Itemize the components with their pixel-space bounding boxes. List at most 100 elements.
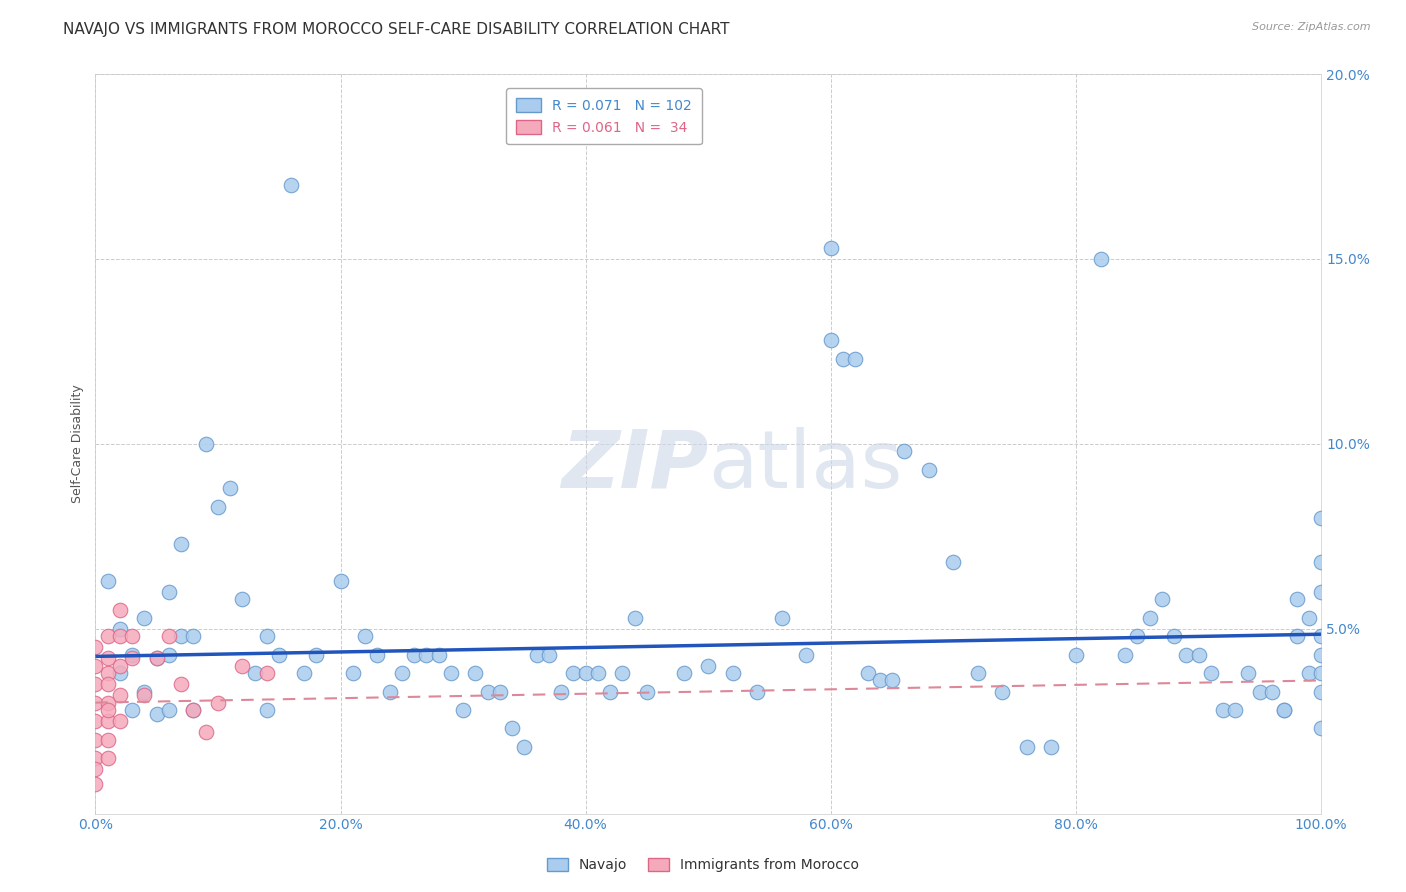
Point [599, 684, 621, 698]
Point [501, 722, 523, 736]
Point [575, 666, 598, 681]
Point [97, 629, 120, 643]
Point [84, 640, 107, 655]
Point [991, 684, 1014, 698]
Point [157, 648, 180, 662]
Point [97, 703, 120, 717]
Point [918, 463, 941, 477]
Point [97, 651, 120, 665]
Point [256, 703, 278, 717]
Point [84, 714, 107, 728]
Point [305, 648, 328, 662]
Point [1040, 739, 1063, 754]
Point [134, 688, 156, 702]
Point [856, 666, 879, 681]
Point [882, 673, 904, 688]
Point [121, 651, 143, 665]
Point [194, 725, 217, 739]
Point [427, 648, 450, 662]
Point [157, 584, 180, 599]
Point [1015, 739, 1038, 754]
Point [121, 629, 143, 643]
Point [231, 658, 253, 673]
Point [1163, 629, 1185, 643]
Point [1212, 703, 1234, 717]
Point [612, 666, 634, 681]
Point [1298, 610, 1320, 624]
Point [256, 629, 278, 643]
Point [342, 666, 364, 681]
Point [108, 622, 131, 636]
Point [1310, 648, 1333, 662]
Point [84, 751, 107, 765]
Point [145, 706, 167, 721]
Point [1150, 592, 1173, 607]
Point [526, 648, 548, 662]
Point [1310, 629, 1333, 643]
Point [269, 648, 291, 662]
Point [1310, 666, 1333, 681]
Point [97, 732, 120, 747]
Point [157, 629, 180, 643]
Point [844, 351, 866, 366]
Point [1064, 648, 1087, 662]
Point [84, 677, 107, 691]
Point [477, 684, 499, 698]
Point [256, 666, 278, 681]
Point [562, 666, 585, 681]
Point [440, 666, 463, 681]
Point [84, 777, 107, 791]
Point [378, 684, 401, 698]
Point [108, 688, 131, 702]
Point [747, 684, 769, 698]
Text: NAVAJO VS IMMIGRANTS FROM MOROCCO SELF-CARE DISABILITY CORRELATION CHART: NAVAJO VS IMMIGRANTS FROM MOROCCO SELF-C… [63, 22, 730, 37]
Point [134, 610, 156, 624]
Point [1236, 666, 1258, 681]
Point [770, 610, 793, 624]
Point [794, 648, 817, 662]
Point [893, 444, 915, 458]
Point [451, 703, 474, 717]
Text: atlas: atlas [709, 427, 903, 505]
Point [1310, 584, 1333, 599]
Point [97, 751, 120, 765]
Point [207, 696, 229, 710]
Point [402, 648, 425, 662]
Point [1175, 648, 1198, 662]
Point [183, 703, 205, 717]
Point [97, 666, 120, 681]
Point [84, 732, 107, 747]
Point [464, 666, 486, 681]
Point [183, 629, 205, 643]
Point [121, 648, 143, 662]
Point [108, 658, 131, 673]
Point [415, 648, 437, 662]
Point [207, 500, 229, 514]
Point [97, 677, 120, 691]
Point [121, 703, 143, 717]
Point [354, 629, 377, 643]
Point [832, 351, 855, 366]
Point [231, 592, 253, 607]
Point [108, 603, 131, 617]
Point [1274, 703, 1296, 717]
Point [869, 673, 891, 688]
Point [145, 651, 167, 665]
Point [1310, 684, 1333, 698]
Point [280, 178, 302, 192]
Point [170, 677, 193, 691]
Point [697, 658, 720, 673]
Point [1261, 684, 1284, 698]
Point [1310, 510, 1333, 524]
Point [1114, 648, 1136, 662]
Point [672, 666, 695, 681]
Point [97, 696, 120, 710]
Text: ZIP: ZIP [561, 427, 709, 505]
Point [1225, 703, 1247, 717]
Point [84, 762, 107, 776]
Point [1090, 252, 1112, 266]
Point [1298, 666, 1320, 681]
Point [84, 696, 107, 710]
Point [1285, 629, 1308, 643]
Point [292, 666, 315, 681]
